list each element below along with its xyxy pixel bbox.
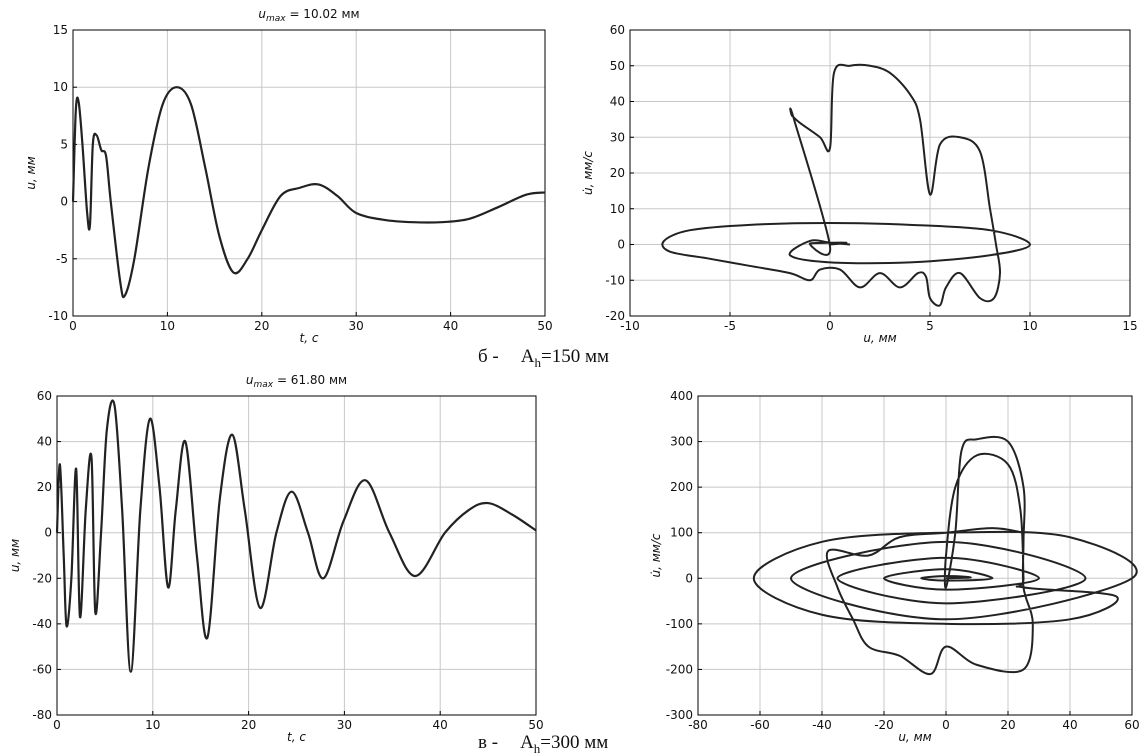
x-tick-label: -10 — [620, 319, 640, 333]
plot-frame — [56, 395, 537, 716]
x-tick-label: 0 — [53, 718, 61, 732]
x-tick-label: -20 — [874, 718, 894, 732]
y-tick-label: 30 — [610, 130, 625, 144]
x-tick-label: 50 — [537, 319, 552, 333]
y-tick-label: -80 — [32, 708, 52, 722]
y-axis-label: u̇, мм/с — [649, 533, 663, 577]
plot-frame — [629, 29, 1131, 317]
title-var: u — [246, 373, 254, 387]
x-tick-label: -60 — [750, 718, 770, 732]
y-axis-label: u, мм — [8, 539, 22, 572]
y-tick-label: 300 — [670, 435, 693, 449]
x-tick-label: 20 — [1000, 718, 1015, 732]
x-tick-label: 15 — [1122, 319, 1137, 333]
x-tick-label: 0 — [69, 319, 77, 333]
y-tick-label: -100 — [666, 617, 693, 631]
y-tick-label: 50 — [610, 59, 625, 73]
y-tick-label: -300 — [666, 708, 693, 722]
caption: в - Ah=300 мм — [478, 732, 608, 756]
x-tick-label: 50 — [528, 718, 543, 732]
y-tick-label: 0 — [685, 571, 693, 585]
y-tick-label: -20 — [605, 309, 625, 323]
x-tick-label: 20 — [254, 319, 269, 333]
x-axis-label: u, мм — [863, 331, 896, 345]
x-tick-label: 40 — [1062, 718, 1077, 732]
title-var: u — [258, 7, 266, 21]
chart-title: umax = 61.80 мм — [246, 373, 347, 390]
caption-symbol: A — [520, 732, 534, 753]
y-tick-label: 0 — [44, 526, 52, 540]
caption: б - Ah=150 мм — [478, 346, 609, 370]
x-tick-label: 20 — [241, 718, 256, 732]
caption-symbol: A — [521, 346, 535, 367]
x-axis-label: t, с — [287, 730, 306, 744]
x-tick-label: 10 — [1022, 319, 1037, 333]
phase-curve — [752, 435, 1138, 675]
caption-letter: б - — [478, 346, 499, 367]
chart: 0 10 20 30 40 50 -10 -5 0 5 10 15 t, с u, мм umax = 10… — [24, 7, 553, 345]
plot-frame — [697, 395, 1133, 716]
x-tick-label: 10 — [160, 319, 175, 333]
data-line — [55, 399, 537, 673]
y-tick-label: 100 — [670, 526, 693, 540]
title-sub: max — [266, 14, 286, 24]
title-sub: max — [254, 380, 274, 390]
y-tick-label: 10 — [610, 202, 625, 216]
caption-rest: =150 мм — [541, 346, 609, 367]
y-tick-label: 40 — [37, 435, 52, 449]
x-tick-label: 40 — [443, 319, 458, 333]
title-rest: = 10.02 мм — [286, 7, 360, 21]
y-tick-label: 5 — [60, 137, 68, 151]
y-tick-label: -10 — [48, 309, 68, 323]
x-tick-label: 30 — [349, 319, 364, 333]
y-tick-label: -40 — [32, 617, 52, 631]
x-tick-label: 40 — [433, 718, 448, 732]
x-tick-label: 0 — [942, 718, 950, 732]
y-axis-label: u̇, мм/с — [581, 151, 595, 195]
x-tick-label: -40 — [812, 718, 832, 732]
caption-rest: =300 мм — [540, 732, 608, 753]
x-tick-label: -80 — [688, 718, 708, 732]
x-tick-label: 10 — [145, 718, 160, 732]
plot-frame — [72, 29, 546, 317]
y-tick-label: 40 — [610, 95, 625, 109]
data-line — [71, 86, 546, 299]
y-tick-label: 20 — [37, 480, 52, 494]
x-tick-label: 60 — [1124, 718, 1139, 732]
x-tick-label: 5 — [926, 319, 934, 333]
y-tick-label: 200 — [670, 480, 693, 494]
y-tick-label: 60 — [610, 23, 625, 37]
y-tick-label: 15 — [53, 23, 68, 37]
chart-title: umax = 10.02 мм — [258, 7, 359, 24]
y-tick-label: 20 — [610, 166, 625, 180]
y-tick-label: 0 — [60, 195, 68, 209]
y-tick-label: 10 — [53, 80, 68, 94]
phase-curve — [661, 63, 1032, 307]
caption-letter: в - — [478, 732, 498, 753]
y-tick-label: 60 — [37, 389, 52, 403]
x-tick-label: 0 — [826, 319, 834, 333]
y-tick-label: -20 — [32, 571, 52, 585]
x-axis-label: u, мм — [898, 730, 931, 744]
caption-sub: h — [534, 741, 541, 756]
x-tick-label: 30 — [337, 718, 352, 732]
y-tick-label: 0 — [617, 238, 625, 252]
chart: 0 10 20 30 40 50 -80 -60 -40 -20 0 20 40 60 t, с u, мм u… — [8, 373, 544, 744]
y-axis-label: u, мм — [24, 156, 38, 189]
y-tick-label: -60 — [32, 662, 52, 676]
x-axis-label: t, с — [300, 331, 319, 345]
y-tick-label: -200 — [666, 662, 693, 676]
y-tick-label: -10 — [605, 273, 625, 287]
caption-sub: h — [534, 355, 541, 370]
title-rest: = 61.80 мм — [273, 373, 347, 387]
x-tick-label: -5 — [724, 319, 736, 333]
y-tick-label: -5 — [56, 252, 68, 266]
chart: -80 -60 -40 -20 0 20 40 60-300-200-100010020030… — [649, 389, 1140, 744]
y-tick-label: 400 — [670, 389, 693, 403]
